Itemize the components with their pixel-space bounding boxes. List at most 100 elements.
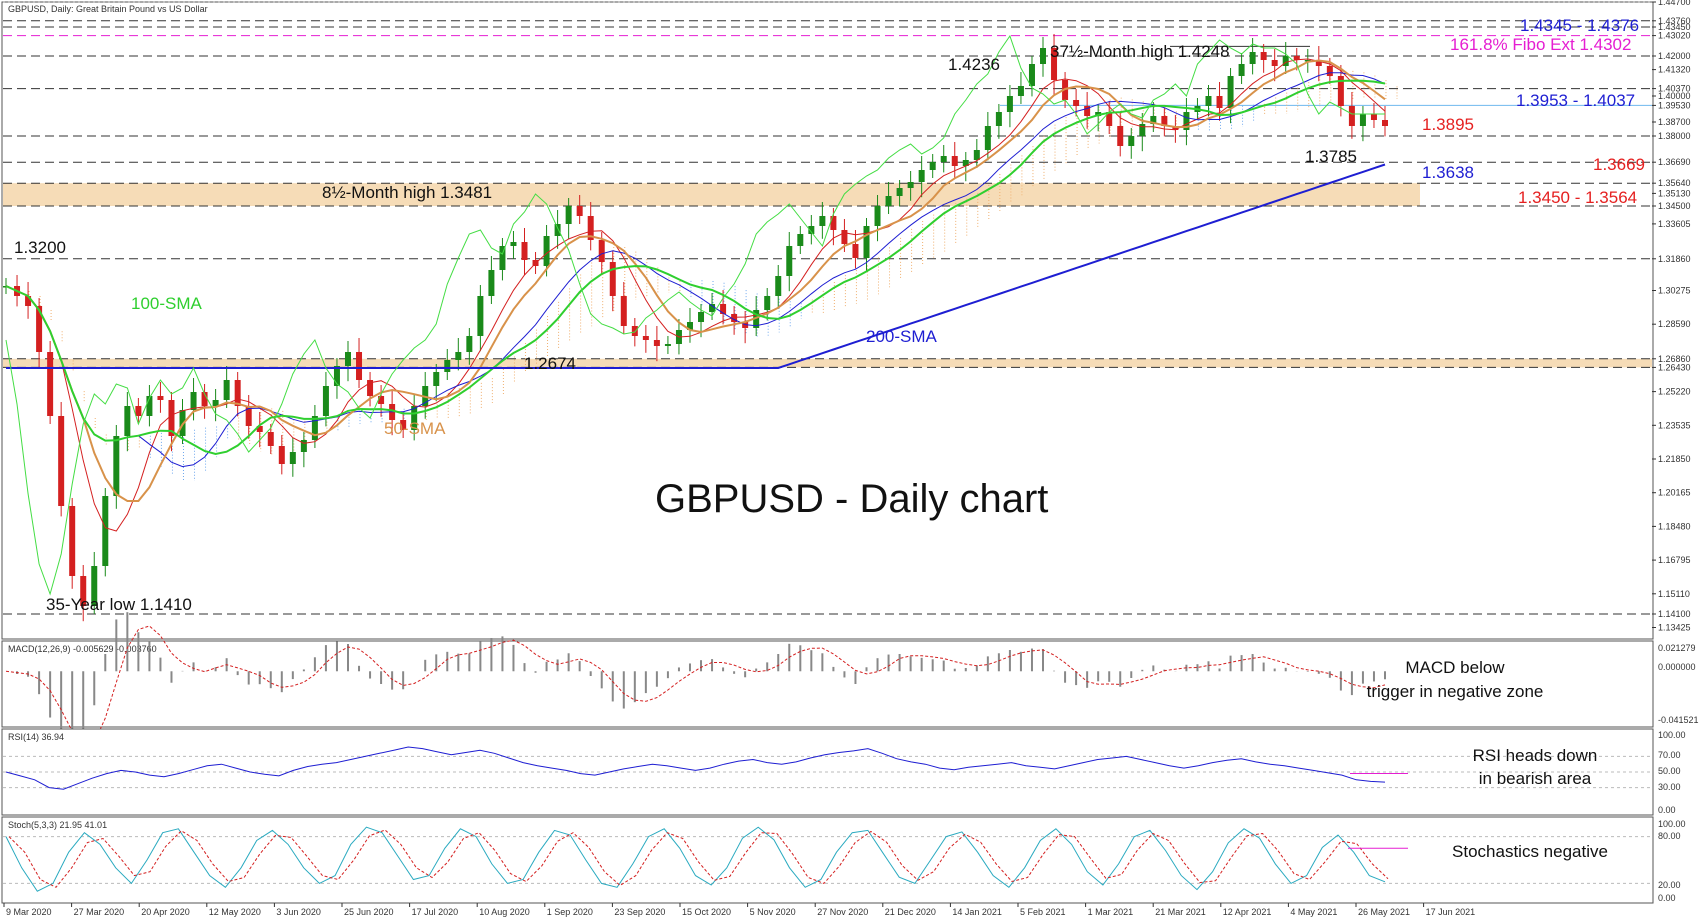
price-levels bbox=[3, 1, 1652, 615]
candle-body bbox=[885, 196, 892, 206]
x-tick-label: 21 Dec 2020 bbox=[885, 907, 936, 917]
label-50-sma: 50-SMA bbox=[384, 419, 446, 438]
candle-body bbox=[951, 156, 958, 166]
candle-body bbox=[1183, 112, 1190, 130]
moving-averages bbox=[5, 34, 1386, 596]
rsi-tick-0: 0.00 bbox=[1658, 805, 1676, 815]
candle-body bbox=[190, 392, 197, 410]
candle-body bbox=[212, 400, 219, 406]
candle-body bbox=[333, 366, 340, 386]
candle-body bbox=[642, 336, 649, 340]
candle-body bbox=[322, 386, 329, 416]
annotation-1-4236: 1.4236 bbox=[948, 55, 1000, 74]
candle-body bbox=[168, 400, 175, 436]
candle-body bbox=[1370, 114, 1377, 120]
candle-body bbox=[300, 440, 307, 452]
macd-tick-bottom: -0.041521 bbox=[1658, 715, 1699, 725]
candle-body bbox=[1337, 76, 1344, 106]
label-100-sma: 100-SMA bbox=[131, 294, 203, 313]
zone-0 bbox=[3, 183, 1420, 206]
x-tick-label: 27 Mar 2020 bbox=[74, 907, 125, 917]
candle-body bbox=[786, 246, 793, 276]
candle-body bbox=[1227, 76, 1234, 108]
candle-body bbox=[455, 352, 462, 360]
y-tick-label: 1.13425 bbox=[1658, 623, 1691, 633]
candle-body bbox=[234, 380, 241, 406]
candle-body bbox=[113, 436, 120, 496]
candle-body bbox=[620, 296, 627, 326]
y-tick-label: 1.31860 bbox=[1658, 254, 1691, 264]
price-panel: GBPUSD, Daily: Great Britain Pound vs US… bbox=[1, 0, 1691, 640]
candle-body bbox=[289, 452, 296, 464]
candle-body bbox=[1205, 96, 1212, 106]
price-panel-frame bbox=[1, 1, 1654, 640]
y-tick-label: 1.43760 bbox=[1658, 16, 1691, 26]
rsi-note-line-1: RSI heads down bbox=[1473, 746, 1598, 765]
sma-100-line bbox=[5, 79, 1386, 456]
candle-body bbox=[1348, 106, 1355, 126]
candle-body bbox=[499, 246, 506, 270]
candle-body bbox=[1161, 116, 1168, 126]
annotation-resistance-1: 1.4345 - 1.4376 bbox=[1520, 16, 1639, 35]
annotation-1-2674: 1.2674 bbox=[524, 354, 576, 373]
candle-body bbox=[1006, 96, 1013, 112]
candle-body bbox=[775, 276, 782, 296]
rsi-tick-30: 30.00 bbox=[1658, 782, 1681, 792]
sma-200-line bbox=[6, 163, 1386, 369]
x-tick-label: 25 Jun 2020 bbox=[344, 907, 394, 917]
macd-panel: MACD(12,26,9) -0.005629 -0.003760 0.0212… bbox=[1, 612, 1699, 763]
candle-body bbox=[521, 242, 528, 260]
x-tick-label: 3 Jun 2020 bbox=[276, 907, 321, 917]
candle-body bbox=[1040, 48, 1047, 64]
chart-title: GBPUSD - Daily chart bbox=[655, 477, 1048, 521]
candle-body bbox=[929, 162, 936, 170]
annotation-1-3669: 1.3669 bbox=[1593, 155, 1645, 174]
candle-body bbox=[973, 150, 980, 160]
candle-body bbox=[102, 496, 109, 566]
candle-body bbox=[146, 396, 153, 416]
y-tick-label: 1.18480 bbox=[1658, 521, 1691, 531]
candle-body bbox=[1282, 56, 1289, 66]
x-tick-label: 20 Apr 2020 bbox=[141, 907, 190, 917]
candle-body bbox=[510, 242, 517, 246]
y-tick-label: 1.44700 bbox=[1658, 0, 1691, 7]
candle-body bbox=[874, 206, 881, 226]
stoch-lines bbox=[3, 826, 1652, 892]
candle-body bbox=[576, 206, 583, 216]
candle-body bbox=[245, 406, 252, 426]
macd-note-line-2: trigger in negative zone bbox=[1367, 682, 1544, 701]
y-tick-label: 1.40000 bbox=[1658, 91, 1691, 101]
candle-body bbox=[1117, 126, 1124, 146]
candle-body bbox=[1028, 64, 1035, 86]
stoch-note: Stochastics negative bbox=[1452, 842, 1608, 861]
x-tick-label: 23 Sep 2020 bbox=[614, 907, 665, 917]
x-tick-label: 14 Jan 2021 bbox=[952, 907, 1002, 917]
candle-body bbox=[587, 216, 594, 240]
candle-body bbox=[830, 216, 837, 230]
candle-body bbox=[91, 566, 98, 606]
rsi-tick-70: 70.00 bbox=[1658, 750, 1681, 760]
rsi-tick-50: 50.00 bbox=[1658, 766, 1681, 776]
x-tick-label: 4 May 2021 bbox=[1290, 907, 1337, 917]
x-tick-label: 17 Jul 2020 bbox=[412, 907, 459, 917]
stoch-k-line bbox=[5, 826, 1386, 892]
candle-body bbox=[1260, 52, 1267, 60]
candle-body bbox=[609, 262, 616, 296]
annotation-fibo: 161.8% Fibo Ext 1.4302 bbox=[1450, 35, 1631, 54]
candle-body bbox=[819, 216, 826, 226]
annotation-8-month-high: 8½-Month high 1.3481 bbox=[322, 183, 492, 202]
candle-body bbox=[896, 188, 903, 196]
y-tick-label: 1.43450 bbox=[1658, 22, 1691, 32]
y-tick-label: 1.26430 bbox=[1658, 362, 1691, 372]
stoch-header: Stoch(5,3,3) 21.95 41.01 bbox=[8, 820, 107, 830]
macd-tick-zero: 0.000000 bbox=[1658, 662, 1696, 672]
y-tick-label: 1.40370 bbox=[1658, 84, 1691, 94]
candle-body bbox=[1315, 60, 1322, 66]
annotation-1-3638: 1.3638 bbox=[1422, 163, 1474, 182]
candle-body bbox=[764, 296, 771, 310]
candle-body bbox=[201, 392, 208, 406]
candle-body bbox=[720, 304, 727, 314]
candle-body bbox=[995, 112, 1002, 126]
